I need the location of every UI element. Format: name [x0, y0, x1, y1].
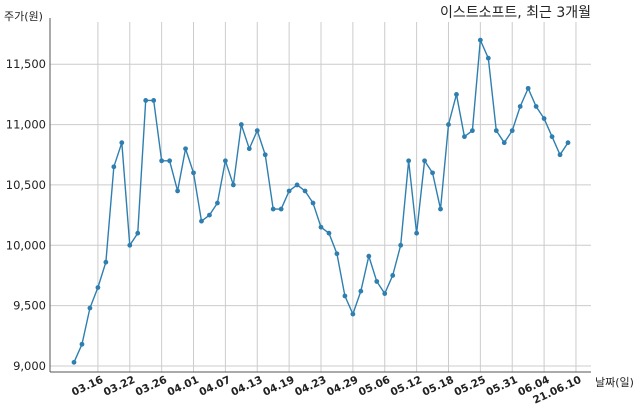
data-point	[207, 212, 212, 218]
data-point	[493, 128, 499, 134]
data-point	[565, 140, 571, 146]
data-point	[557, 152, 563, 158]
grid	[50, 22, 591, 372]
axes	[49, 18, 591, 373]
data-point	[127, 242, 133, 248]
x-tick-label: 03.16	[70, 374, 105, 399]
x-tick-label: 04.23	[293, 374, 328, 399]
data-point	[533, 104, 539, 109]
data-point	[485, 55, 491, 61]
y-tick-label: 9,500	[13, 299, 46, 313]
data-point	[342, 293, 348, 299]
data-point	[222, 158, 228, 164]
data-point	[358, 288, 364, 294]
data-point	[382, 291, 388, 296]
data-point	[501, 140, 507, 146]
data-point	[262, 152, 268, 158]
data-point	[541, 116, 547, 121]
data-point	[374, 279, 380, 284]
data-point	[310, 200, 316, 206]
data-point	[430, 170, 435, 176]
data-point	[119, 140, 125, 146]
data-point	[350, 311, 356, 317]
data-point	[111, 164, 117, 170]
data-point	[95, 285, 101, 290]
data-point	[278, 206, 284, 212]
data-point	[477, 37, 483, 43]
data-point	[175, 188, 180, 194]
data-point	[398, 242, 404, 248]
x-tick-label: 05.06	[357, 374, 392, 399]
y-axis-label: 주가(원)	[4, 10, 43, 23]
x-tick-label: 04.07	[197, 374, 232, 399]
x-tick-label: 05.18	[421, 374, 456, 399]
data-point	[79, 341, 85, 347]
x-tick-label: 04.29	[325, 374, 360, 399]
x-axis-ticks: 03.1603.2203.2604.0104.0704.1304.1904.23…	[70, 374, 583, 407]
data-point	[286, 188, 292, 194]
data-point	[254, 128, 260, 134]
x-tick-label: 04.13	[229, 374, 264, 399]
data-point	[446, 122, 451, 127]
data-point	[246, 146, 252, 152]
data-point	[183, 146, 188, 152]
data-point	[71, 359, 77, 365]
y-tick-label: 9,000	[13, 359, 46, 373]
data-points	[71, 37, 571, 365]
data-point	[422, 158, 427, 164]
data-point	[390, 273, 396, 278]
data-point	[326, 230, 332, 236]
data-point	[509, 128, 515, 134]
x-tick-label: 03.22	[102, 374, 137, 399]
x-tick-label: 04.19	[261, 374, 296, 399]
data-point	[406, 158, 412, 164]
data-point	[143, 98, 149, 103]
data-point	[318, 224, 324, 230]
y-axis-ticks: 9,000 9,500 10,000 10,500 11,000 11,500	[6, 57, 46, 373]
data-point	[517, 104, 523, 109]
data-point	[454, 92, 459, 97]
x-tick-label: 04.01	[166, 374, 201, 399]
x-tick-label: 03.26	[134, 374, 169, 399]
data-point	[270, 206, 276, 212]
data-point	[302, 188, 308, 194]
data-point	[230, 182, 236, 188]
y-tick-label: 10,000	[6, 238, 46, 252]
data-point	[135, 230, 141, 236]
data-point	[215, 200, 220, 206]
data-point	[414, 230, 420, 236]
x-axis-label: 날짜(일)	[595, 375, 634, 389]
data-point	[549, 134, 555, 140]
data-point	[238, 122, 244, 127]
data-point	[462, 134, 467, 140]
data-point	[199, 218, 204, 224]
chart-title: 이스트소프트, 최근 3개월	[440, 5, 591, 21]
data-point	[525, 85, 531, 91]
data-point	[167, 158, 173, 164]
y-tick-label: 11,000	[6, 118, 46, 132]
y-tick-label: 11,500	[6, 57, 46, 71]
data-point	[87, 305, 93, 311]
data-point	[103, 259, 109, 265]
x-tick-label: 05.25	[452, 374, 487, 399]
data-point	[334, 251, 340, 257]
data-point	[159, 158, 165, 164]
data-point	[294, 182, 300, 188]
data-point	[191, 170, 196, 176]
y-tick-label: 10,500	[6, 178, 46, 192]
data-point	[438, 206, 443, 212]
data-point	[469, 128, 475, 134]
data-point	[366, 253, 372, 259]
x-tick-label: 05.12	[389, 374, 424, 399]
x-tick-label: 05.31	[484, 374, 519, 399]
data-point	[151, 98, 157, 103]
